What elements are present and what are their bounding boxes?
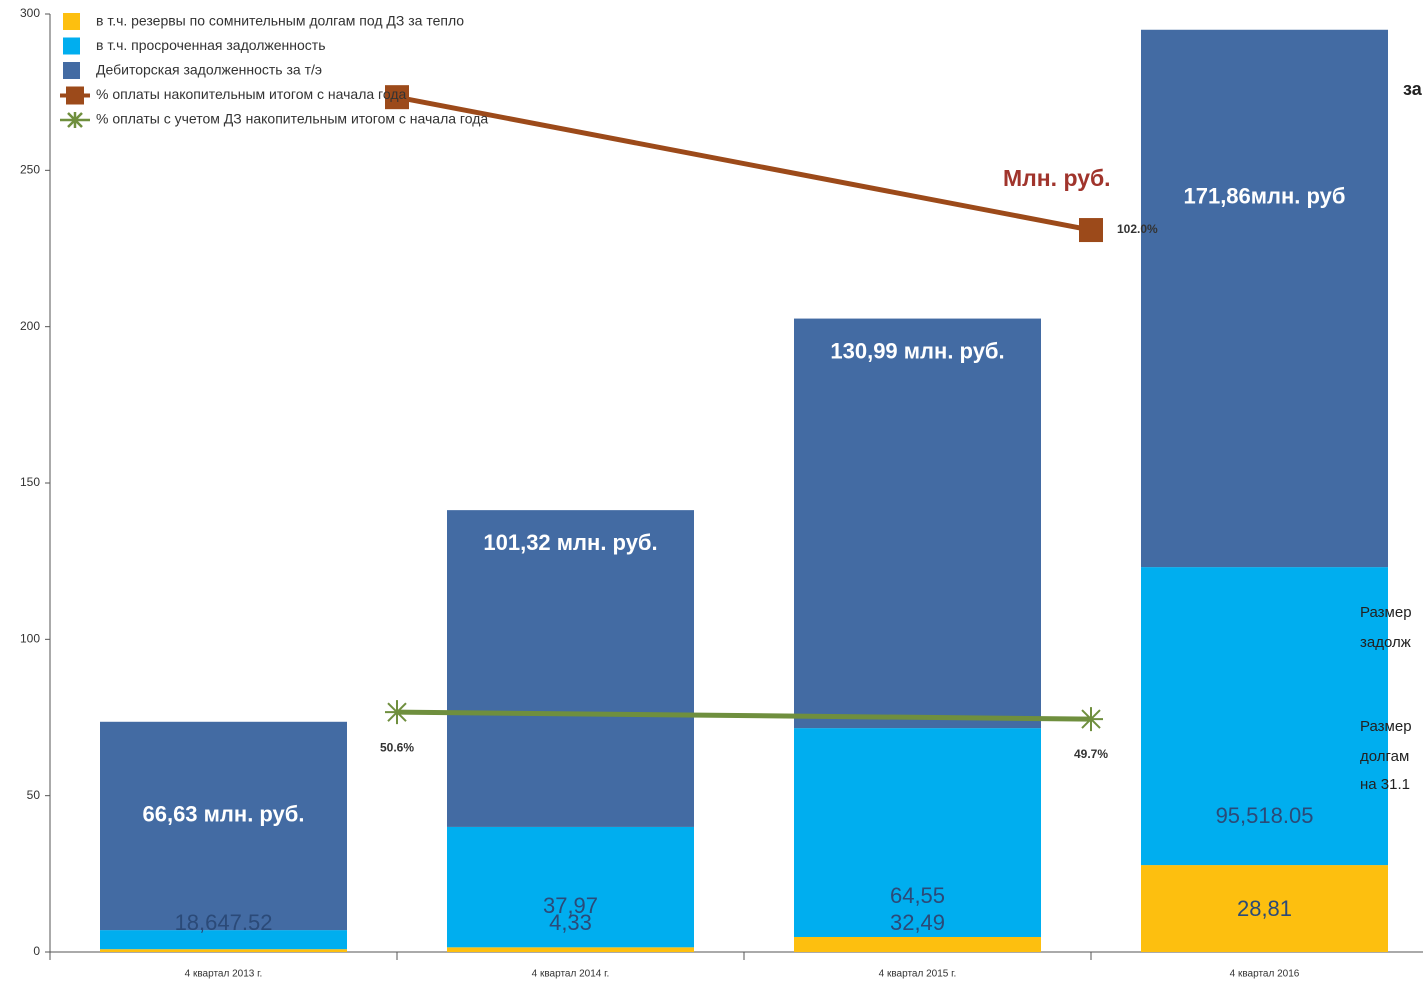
side-note: Размер — [1360, 604, 1412, 621]
side-note: долгам — [1360, 748, 1409, 765]
unit-note: Млн. руб. — [1003, 165, 1111, 191]
marker — [385, 85, 409, 110]
side-note: на 31.1 — [1360, 776, 1410, 793]
legend-label: Дебиторская задолженность за т/э — [96, 62, 322, 78]
marker — [385, 700, 409, 725]
y-tick-label: 250 — [20, 163, 40, 177]
y-tick-label: 300 — [20, 6, 40, 20]
legend-label: % оплаты с учетом ДЗ накопительным итого… — [96, 111, 488, 127]
y-tick-label: 200 — [20, 319, 40, 333]
bar-segment — [1141, 865, 1388, 952]
bar-segment — [794, 728, 1041, 937]
bar-segment — [794, 936, 1041, 952]
side-note: задолж — [1360, 634, 1411, 651]
x-tick-label: 4 квартал 2013 г. — [185, 969, 263, 980]
legend-label: в т.ч. резервы по сомнительным долгам по… — [96, 13, 464, 29]
segment-label: 18,647.52 — [175, 910, 273, 935]
bar-label: 130,99 млн. руб. — [830, 338, 1004, 363]
line — [396, 94, 1092, 233]
bar-segment — [1141, 29, 1388, 568]
marker — [1079, 707, 1103, 732]
x-tick-label: 4 квартал 2015 г. — [879, 969, 957, 980]
segment-label: 28,81 — [1237, 896, 1292, 921]
segment-label: 32,49 — [890, 910, 945, 935]
segment-label: 4,33 — [549, 910, 592, 935]
bar-segment — [794, 318, 1041, 729]
side-note: Размер — [1360, 718, 1412, 735]
marker — [1079, 218, 1103, 243]
segment-label: 37,97 — [543, 893, 598, 918]
legend-swatch — [63, 62, 80, 79]
bar-segment — [447, 510, 694, 827]
x-tick-label: 4 квартал 2016 — [1230, 969, 1300, 980]
legend-label: в т.ч. просроченная задолженность — [96, 37, 326, 53]
bar-segment — [100, 721, 347, 931]
point-label: 49.7% — [1074, 747, 1108, 761]
legend-swatch — [63, 13, 80, 30]
bar-label: 66,63 млн. руб. — [142, 802, 304, 827]
bar-segment — [100, 930, 347, 950]
y-tick-label: 0 — [33, 944, 40, 958]
x-tick-label: 4 квартал 2014 г. — [532, 969, 610, 980]
bar-segment — [447, 947, 694, 952]
bar-segment — [447, 826, 694, 948]
bar-segment — [1141, 567, 1388, 866]
legend-swatch — [63, 37, 80, 55]
y-tick-label: 50 — [27, 788, 41, 802]
side-note: за — [1403, 79, 1423, 99]
legend-label: % оплаты накопительным итогом с начала г… — [96, 86, 406, 102]
legend-swatch — [66, 86, 84, 105]
line — [396, 709, 1092, 722]
bar-label: 101,32 млн. руб. — [483, 530, 657, 555]
bar-label: 171,86млн. руб — [1183, 184, 1345, 209]
segment-label: 95,518.05 — [1216, 803, 1314, 828]
y-tick-label: 150 — [20, 475, 40, 489]
point-label: 50.6% — [380, 740, 414, 754]
legend-swatch — [60, 112, 90, 128]
point-label: 102.0% — [1117, 222, 1158, 236]
bar-segment — [100, 949, 347, 952]
y-tick-label: 100 — [20, 632, 40, 646]
segment-label: 64,55 — [890, 883, 945, 908]
